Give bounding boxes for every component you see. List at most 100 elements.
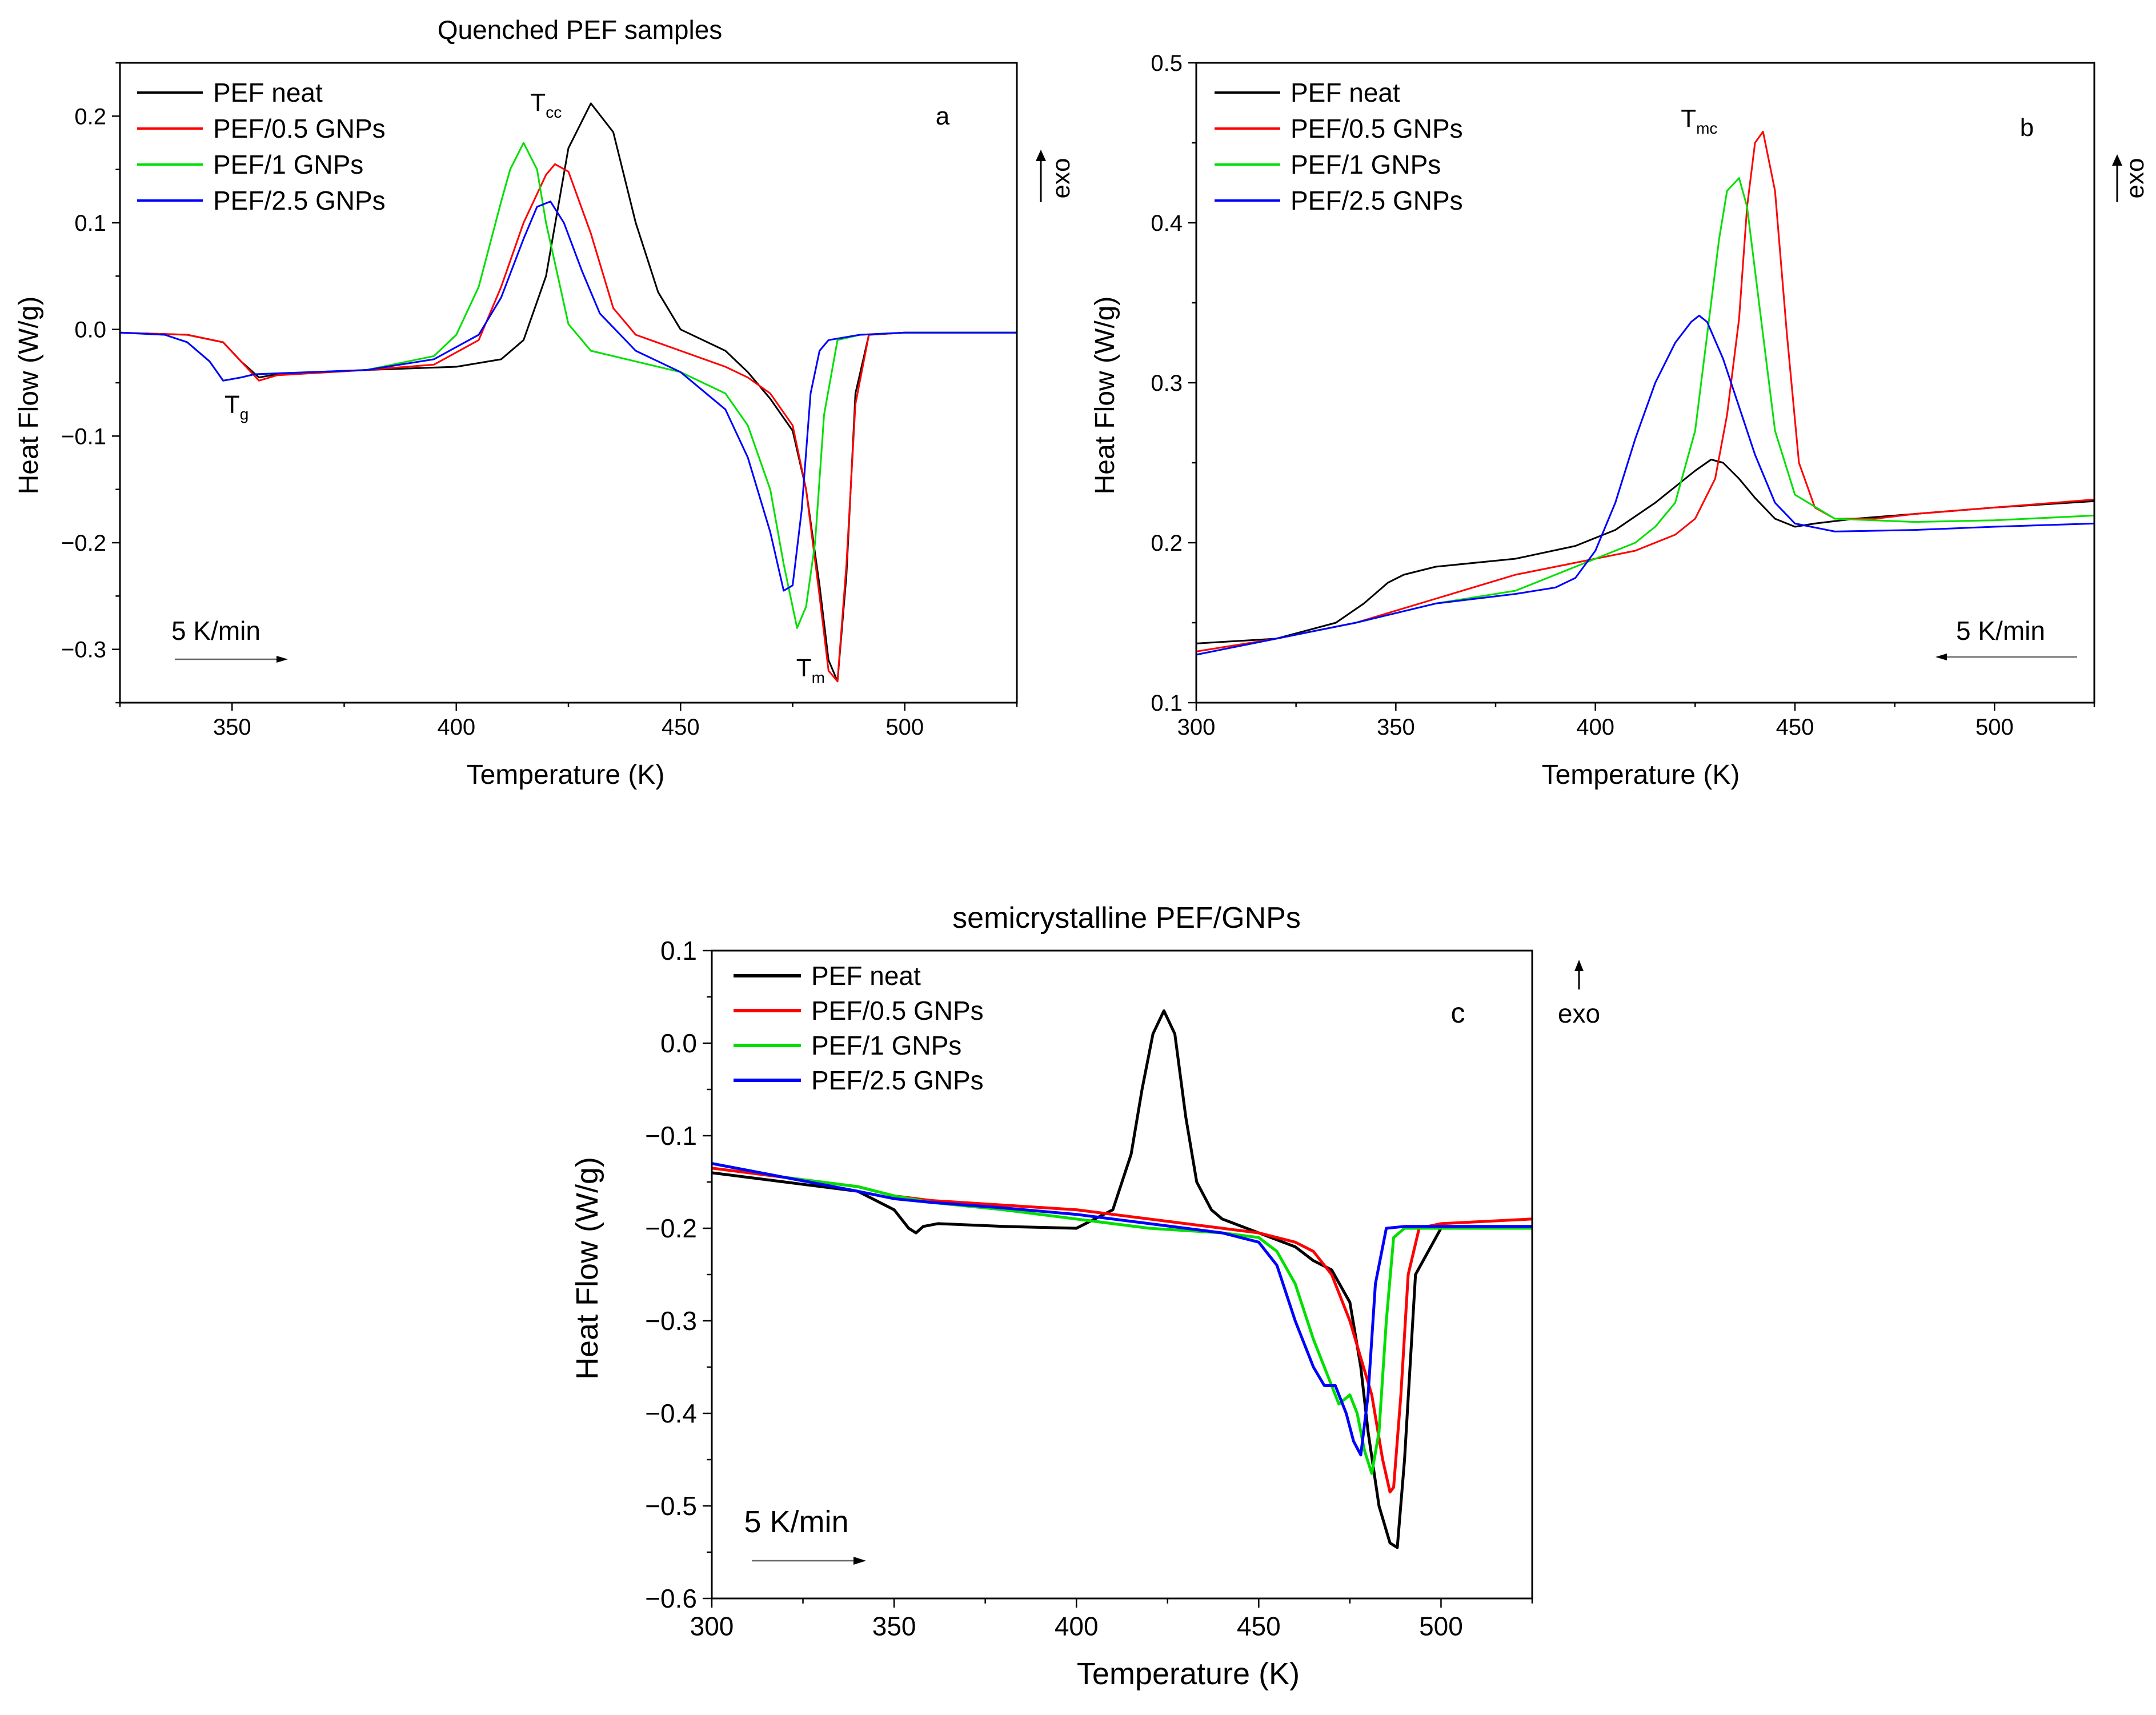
panel-c-rate-indicator: 5 K/min	[744, 1505, 866, 1565]
x-tick-label: 350	[213, 715, 251, 740]
series-line-pef-2-5-gnps	[1196, 314, 2094, 656]
y-tick-label: 0.0	[660, 1028, 697, 1058]
y-tick-label: 0.1	[660, 936, 697, 965]
panel-b-label: b	[2020, 114, 2034, 142]
panel-a-rate-label: 5 K/min	[171, 616, 261, 646]
panel-c-label: c	[1451, 997, 1465, 1029]
series-line-pef-2-5-gnps	[712, 1162, 1532, 1457]
exo-arrowhead-icon	[1036, 150, 1046, 161]
x-tick-label: 300	[1177, 715, 1216, 740]
x-tick-label: 450	[662, 715, 700, 740]
panel-a-ylabel: Heat Flow (W/g)	[14, 296, 44, 495]
legend-entry: PEF neat	[811, 961, 921, 991]
y-tick-label: 0.1	[74, 211, 106, 236]
x-tick-label: 450	[1776, 715, 1814, 740]
y-tick-label: −0.2	[61, 531, 106, 556]
y-tick-label: 0.0	[74, 318, 106, 343]
y-tick-label: 0.2	[74, 104, 106, 129]
x-tick-label: 500	[1419, 1611, 1463, 1641]
panel-c-exo-label: exo	[1558, 999, 1600, 1028]
x-tick-label: 350	[1377, 715, 1415, 740]
x-tick-label: 450	[1237, 1611, 1281, 1641]
legend: PEF neat PEF/0.5 GNPs PEF/1 GNPs PEF/2.5 GN…	[734, 961, 984, 1095]
panel-a-label: a	[936, 102, 950, 130]
panel-b-xlabel: Temperature (K)	[1542, 760, 1740, 790]
series-group	[1196, 130, 2094, 656]
series-line-pef-2-5-gnps	[120, 201, 1017, 592]
panel-b-ylabel: Heat Flow (W/g)	[1090, 296, 1120, 495]
panel-c-title: semicrystalline PEF/GNPs	[952, 901, 1301, 935]
panel-c-plot: 300 350 400 450 500 −0.6 −0.5 −0.4 −0.3 −0.2 −0.1 0…	[645, 936, 1533, 1641]
panel-a-xlabel: Temperature (K)	[467, 760, 665, 790]
legend: PEF neat PEF/0.5 GNPs PEF/1 GNPs PEF/2.5 GN…	[137, 78, 386, 215]
legend-entry: PEF/2.5 GNPs	[213, 186, 386, 215]
annotation-subscript: mc	[1696, 119, 1717, 137]
annotation-subscript: g	[240, 405, 249, 423]
y-tick-label: −0.3	[645, 1306, 697, 1336]
y-tick-label: 0.3	[1151, 371, 1183, 396]
x-tick-label: 400	[1576, 715, 1614, 740]
exo-arrowhead-icon	[2112, 154, 2122, 166]
y-tick-label: −0.5	[645, 1491, 697, 1521]
panel-b-rate-indicator: 5 K/min	[1935, 616, 2077, 660]
panel-c-exo-indicator: exo	[1558, 960, 1600, 1028]
x-tick-label: 400	[1055, 1611, 1099, 1641]
legend-entry: PEF/0.5 GNPs	[1291, 114, 1463, 143]
x-tick-label: 350	[872, 1611, 916, 1641]
rate-arrowhead-icon	[1935, 654, 1947, 660]
x-tick-label: 300	[690, 1611, 734, 1641]
panel-c-ylabel: Heat Flow (W/g)	[570, 1157, 604, 1380]
y-tick-label: 0.2	[1151, 531, 1183, 556]
series-group	[120, 102, 1017, 683]
series-line-pef-0-5-gnps	[120, 163, 1017, 683]
y-tick-label: −0.4	[645, 1399, 697, 1428]
panel-c-xlabel: Temperature (K)	[1077, 1657, 1300, 1691]
panel-a-rate-indicator: 5 K/min	[171, 616, 288, 663]
panel-b-rate-label: 5 K/min	[1956, 616, 2045, 646]
series-line-pef-neat	[1196, 458, 2094, 644]
panel-a: Quenched PEF samples 350 400 450 500 −0.3 −0.…	[14, 15, 1075, 790]
legend-entry: PEF/0.5 GNPs	[213, 114, 386, 143]
y-tick-label: −0.1	[645, 1121, 697, 1151]
y-tick-label: 0.1	[1151, 691, 1183, 716]
x-tick-label: 400	[437, 715, 475, 740]
legend-entry: PEF/2.5 GNPs	[811, 1065, 984, 1095]
x-tick-label: 500	[1975, 715, 2014, 740]
series-line-pef-0-5-gnps	[712, 1167, 1532, 1494]
legend-entry: PEF/1 GNPs	[811, 1031, 961, 1060]
rate-arrowhead-icon	[853, 1557, 866, 1565]
y-tick-label: −0.1	[61, 424, 106, 449]
panel-c-rate-label: 5 K/min	[744, 1505, 848, 1539]
y-tick-label: −0.6	[645, 1584, 697, 1613]
y-tick-label: −0.3	[61, 638, 106, 663]
legend: PEF neat PEF/0.5 GNPs PEF/1 GNPs PEF/2.5 GN…	[1215, 78, 1463, 215]
annotation-subscript: m	[812, 668, 825, 686]
y-tick-label: 0.5	[1151, 51, 1183, 76]
legend-entry: PEF/0.5 GNPs	[811, 996, 984, 1025]
panel-b-exo-label: exo	[2121, 158, 2149, 199]
series-line-pef-neat	[712, 1009, 1532, 1549]
series-group	[712, 1009, 1532, 1549]
panel-a-exo-indicator: exo	[1036, 150, 1075, 202]
legend-entry: PEF/2.5 GNPs	[1291, 186, 1463, 215]
annotation-subscript: cc	[546, 103, 562, 121]
panel-a-title: Quenched PEF samples	[438, 15, 723, 45]
legend-entry: PEF neat	[213, 78, 323, 107]
legend-entry: PEF/1 GNPs	[213, 150, 363, 179]
legend-entry: PEF/1 GNPs	[1291, 150, 1441, 179]
panel-c: semicrystalline PEF/GNPs 300 350 400 450 500…	[570, 901, 1600, 1691]
series-line-pef-1-gnps	[1196, 177, 2094, 656]
legend-entry: PEF neat	[1291, 78, 1400, 107]
exo-arrowhead-icon	[1574, 960, 1584, 971]
y-tick-label: 0.4	[1151, 211, 1183, 236]
rate-arrowhead-icon	[276, 656, 288, 663]
panel-a-plot: 350 400 450 500 −0.3 −0.2 −0.1 0.0 0.1 0.2 PEF nea…	[61, 62, 1018, 740]
panel-a-exo-label: exo	[1047, 158, 1075, 199]
x-tick-label: 500	[885, 715, 924, 740]
panel-b-exo-indicator: exo	[2112, 154, 2149, 202]
y-tick-label: −0.2	[645, 1213, 697, 1243]
